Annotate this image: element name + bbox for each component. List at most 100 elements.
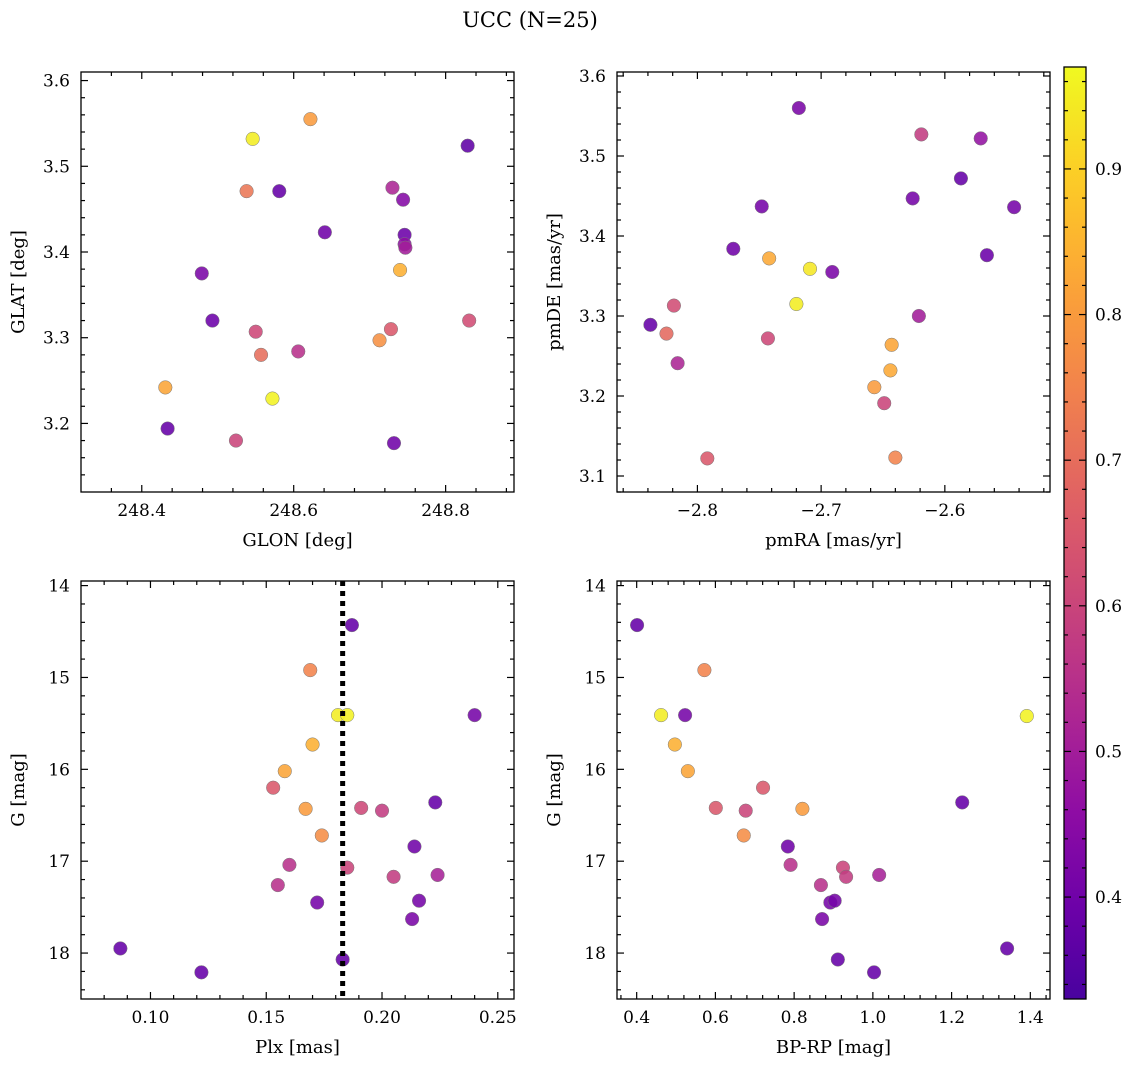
data-point <box>462 313 477 328</box>
data-point <box>680 764 695 779</box>
data-point <box>783 857 798 872</box>
data-point <box>374 803 390 818</box>
x-tick-label: −2.6 <box>924 501 965 521</box>
y-tick-label: 18 <box>584 944 606 964</box>
data-point <box>266 780 281 795</box>
colorbar: 0.4 0.5 0.6 0.7 0.8 0.9 <box>1063 66 1122 1000</box>
x-tick-label: 248.4 <box>117 501 166 521</box>
data-point <box>905 191 920 206</box>
data-point <box>630 618 645 633</box>
y-tick-label: 17 <box>584 852 606 872</box>
data-point <box>205 313 220 328</box>
data-point <box>398 240 413 255</box>
data-point <box>430 867 445 883</box>
y-tick-label: 16 <box>584 760 606 780</box>
data-point <box>385 180 400 195</box>
data-point <box>194 965 209 980</box>
ticks <box>81 581 514 999</box>
data-point <box>298 801 313 816</box>
x-axis-label: BP-RP [mag] <box>776 1037 891 1058</box>
data-point <box>755 780 771 795</box>
colorbar-tick-label: 0.6 <box>1095 597 1122 617</box>
axes-frame <box>616 580 1051 1000</box>
x-axis-label: GLON [deg] <box>242 530 352 551</box>
data-point <box>872 867 887 883</box>
data-point <box>666 298 681 313</box>
panel-bottom-right: 0.4 0.6 0.8 1.0 1.2 1.4 14 15 16 17 18 BP-RP [mag] G… <box>544 577 1051 1058</box>
data-point <box>291 344 306 359</box>
data-point <box>228 433 244 448</box>
data-point <box>253 347 269 362</box>
y-axis-label: G [mag] <box>544 753 565 826</box>
data-point <box>866 965 882 980</box>
y-tick-label: 3.2 <box>579 387 606 407</box>
data-point <box>827 893 842 908</box>
data-point <box>317 225 332 240</box>
x-tick-label: 0.6 <box>702 1008 729 1028</box>
data-point <box>282 857 297 872</box>
data-point <box>955 795 970 810</box>
data-point <box>405 912 420 927</box>
data-point <box>643 317 658 332</box>
y-tick-label: 14 <box>48 577 70 597</box>
data-point <box>678 708 693 723</box>
data-point <box>393 262 408 278</box>
ticks <box>617 581 1050 999</box>
y-axis-label: pmDE [mas/yr] <box>544 213 565 351</box>
x-axis-label: Plx [mas] <box>255 1037 340 1058</box>
data-point <box>248 324 263 339</box>
axes-frame <box>616 71 1051 493</box>
ticks <box>81 72 514 492</box>
x-tick-label: 1.0 <box>859 1008 886 1028</box>
data-point <box>762 251 777 266</box>
data-point <box>303 112 318 127</box>
colorbar-tick-label: 0.7 <box>1095 451 1122 471</box>
data-point <box>802 261 818 276</box>
x-tick-label: 248.8 <box>421 501 470 521</box>
y-tick-label: 17 <box>48 852 70 872</box>
data-point <box>158 380 173 395</box>
x-tick-label: 0.20 <box>363 1008 401 1028</box>
y-axis-label: GLAT [deg] <box>8 230 29 334</box>
y-tick-label: 3.5 <box>579 147 606 167</box>
data-point <box>396 192 411 207</box>
data-point <box>428 795 443 810</box>
data-point <box>305 737 320 752</box>
data-point <box>914 127 929 142</box>
y-tick-label: 3.5 <box>43 157 70 177</box>
data-point <box>270 878 285 893</box>
y-tick-label: 3.6 <box>579 67 606 87</box>
data-point <box>670 356 685 371</box>
data-point <box>839 869 854 884</box>
data-point <box>754 199 769 214</box>
data-point <box>815 912 830 927</box>
data-point <box>467 708 482 723</box>
data-point <box>877 396 892 411</box>
data-point <box>791 100 806 116</box>
colorbar-gradient <box>1064 67 1086 999</box>
data-point <box>883 363 898 378</box>
x-tick-label: 248.6 <box>269 501 318 521</box>
data-point <box>884 337 899 352</box>
x-tick-label: 1.4 <box>1017 1008 1044 1028</box>
y-tick-label: 14 <box>584 577 606 597</box>
data-point <box>700 451 715 466</box>
data-point <box>789 296 804 312</box>
data-point <box>1007 200 1022 215</box>
data-point <box>386 436 402 451</box>
data-point <box>314 828 329 843</box>
x-tick-label: 0.8 <box>781 1008 808 1028</box>
data-point <box>867 380 882 395</box>
data-point <box>911 308 926 324</box>
panel-bottom-left: 0.10 0.15 0.20 0.25 14 15 16 17 18 Plx [mas] G [ma… <box>8 577 517 1058</box>
y-tick-label: 15 <box>48 668 70 688</box>
data-point <box>795 801 810 816</box>
figure-title: UCC (N=25) <box>462 8 598 32</box>
data-point <box>830 952 845 967</box>
axes-frame <box>80 71 515 493</box>
data-point <box>654 708 669 723</box>
y-tick-label: 3.1 <box>579 467 606 487</box>
plot-area <box>113 581 482 999</box>
x-tick-label: −2.7 <box>800 501 841 521</box>
y-tick-label: 16 <box>48 760 70 780</box>
